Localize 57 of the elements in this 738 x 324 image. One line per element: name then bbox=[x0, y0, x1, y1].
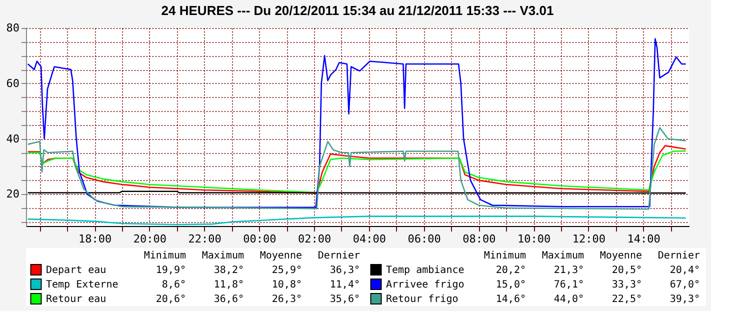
text: Dernier bbox=[318, 250, 360, 262]
text: 35,6° bbox=[330, 294, 360, 305]
text: 11,8° bbox=[214, 279, 244, 290]
legend-label: Temp ambiance bbox=[386, 264, 464, 276]
text: 22,5° bbox=[612, 294, 642, 305]
legend-label: Depart eau bbox=[46, 264, 106, 276]
line-series bbox=[27, 38, 686, 208]
text: 33,3° bbox=[612, 279, 642, 290]
x-tick-label: 10:00 bbox=[517, 232, 551, 246]
line-series bbox=[27, 127, 686, 210]
x-tick-label: 22:00 bbox=[188, 232, 222, 246]
text: 10,8° bbox=[272, 279, 302, 290]
text: Maximum bbox=[542, 250, 584, 262]
x-tick-label: 08:00 bbox=[462, 232, 496, 246]
text: 8,6° bbox=[162, 279, 186, 290]
x-tick-label: 00:00 bbox=[243, 232, 276, 246]
text: 11,4° bbox=[330, 279, 360, 290]
text: 20,4° bbox=[670, 264, 700, 276]
x-tick-label: 06:00 bbox=[408, 232, 441, 246]
text: 26,3° bbox=[272, 294, 302, 305]
x-tick-label: 14:00 bbox=[627, 232, 660, 246]
text: 44,0° bbox=[554, 294, 584, 305]
text: Maximum bbox=[202, 250, 244, 262]
text: Dernier bbox=[658, 250, 700, 262]
text: 67,0° bbox=[670, 279, 700, 290]
text: 15,0° bbox=[496, 279, 526, 290]
x-tick-label: 20:00 bbox=[133, 232, 167, 246]
text: 20,5° bbox=[612, 264, 642, 276]
text: 36,6° bbox=[214, 294, 244, 305]
text: 38,2° bbox=[214, 264, 244, 276]
text: 36,3° bbox=[330, 264, 360, 276]
text: 20,2° bbox=[496, 264, 526, 276]
y-tick-label: 60 bbox=[6, 76, 20, 90]
text: 39,3° bbox=[670, 294, 700, 305]
y-tick-label: 80 bbox=[6, 22, 20, 34]
text: 19,9° bbox=[156, 264, 186, 276]
x-tick-label: 12:00 bbox=[572, 232, 606, 246]
text: 76,1° bbox=[554, 279, 584, 290]
line-series bbox=[27, 216, 686, 226]
y-tick-label: 40 bbox=[6, 132, 20, 146]
text: Minimum bbox=[144, 250, 186, 262]
legend-label: Temp Externe bbox=[46, 279, 118, 290]
text: 20,6° bbox=[156, 294, 186, 305]
text: Minimum bbox=[484, 250, 526, 262]
legend-label: Retour frigo bbox=[386, 294, 458, 305]
x-tick-label: 02:00 bbox=[298, 232, 332, 246]
legend-label: Retour eau bbox=[46, 294, 106, 305]
legend-label: Arrivee frigo bbox=[386, 279, 464, 290]
x-tick-label: 18:00 bbox=[78, 232, 112, 246]
text: Moyenne bbox=[600, 250, 642, 262]
y-tick-label: 20 bbox=[6, 188, 20, 201]
text: 21,3° bbox=[554, 264, 584, 276]
text: 25,9° bbox=[272, 264, 302, 276]
text: 14,6° bbox=[496, 294, 526, 305]
chart-title: 24 HEURES --- Du 20/12/2011 15:34 au 21/12/2011 15:33 --- V3.01 bbox=[161, 3, 554, 18]
text: Moyenne bbox=[260, 250, 302, 262]
x-tick-label: 04:00 bbox=[352, 232, 386, 246]
